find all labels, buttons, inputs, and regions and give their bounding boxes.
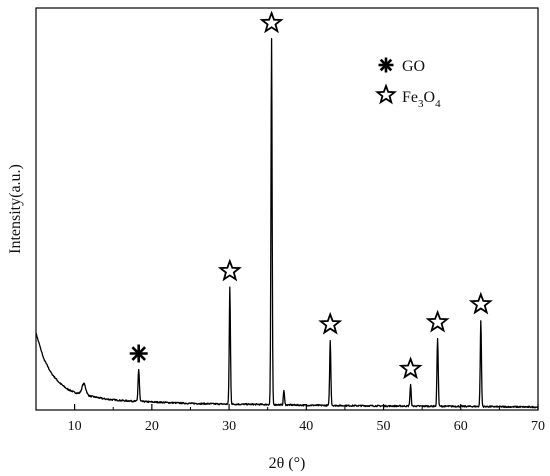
star-marker-1 (217, 258, 242, 282)
star-marker-5 (425, 309, 450, 333)
legend-item-go: GO (378, 57, 425, 75)
star-marker-3 (318, 311, 343, 335)
star-marker-2 (259, 10, 284, 34)
asterisk-marker-0 (129, 344, 148, 363)
asterisk-icon (378, 57, 394, 73)
peak-markers (129, 10, 493, 380)
xrd-pattern-line (35, 37, 539, 409)
star-icon (374, 83, 398, 105)
x-tick-label-10: 10 (68, 419, 82, 434)
star-marker-6 (468, 291, 493, 315)
x-axis-title: 2θ (°) (269, 455, 306, 472)
legend-label-fe: Fe (402, 89, 418, 106)
x-tick-label-30: 30 (222, 419, 236, 434)
legend: GO Fe3O4 (374, 57, 441, 110)
star-marker-4 (398, 356, 423, 380)
x-tick-label-20: 20 (145, 419, 159, 434)
legend-label-fe3o4: Fe3O4 (402, 89, 441, 110)
legend-label-sub-4: 4 (435, 98, 441, 110)
legend-label-go: GO (402, 58, 425, 75)
x-tick-label-70: 70 (531, 419, 545, 434)
x-axis-ticks: 10 20 30 40 50 60 70 (68, 404, 545, 434)
legend-star-mark (374, 83, 398, 105)
legend-item-fe3o4: Fe3O4 (374, 83, 441, 110)
legend-asterisk-mark (378, 57, 394, 73)
legend-label-sub-3: 3 (418, 98, 424, 110)
plot-frame (35, 7, 539, 411)
x-tick-label-40: 40 (299, 419, 313, 434)
x-tick-label-50: 50 (377, 419, 391, 434)
x-tick-label-60: 60 (454, 419, 468, 434)
y-axis-title: Intensity(a.u.) (7, 164, 24, 254)
legend-label-o: O (424, 89, 436, 106)
